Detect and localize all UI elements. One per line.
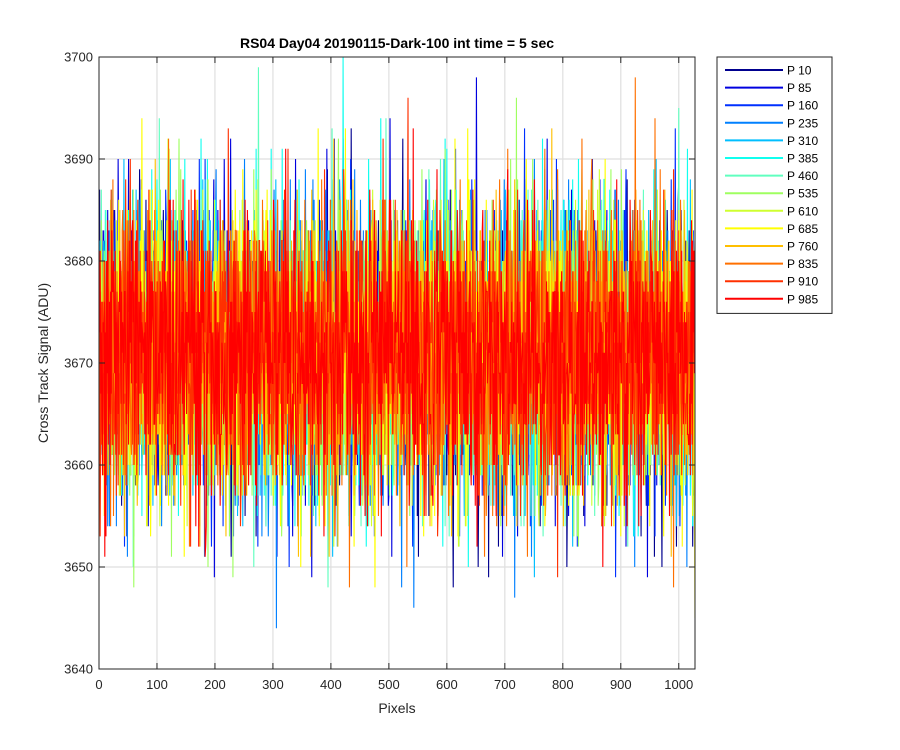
legend-label: P 235	[787, 116, 818, 130]
y-tick-label: 3650	[64, 560, 93, 575]
x-tick-label: 200	[204, 677, 226, 692]
x-tick-label: 0	[95, 677, 102, 692]
x-axis-label: Pixels	[378, 700, 415, 716]
legend-label: P 760	[787, 240, 818, 254]
x-tick-label: 1000	[664, 677, 693, 692]
legend-item: P 10	[725, 64, 812, 78]
legend: P 10 P 85 P 160 P 235 P 310 P 385 P 460 P 535 P …	[716, 56, 833, 314]
x-tick-label: 600	[436, 677, 458, 692]
x-tick-label: 100	[146, 677, 168, 692]
legend-label: P 85	[787, 81, 812, 95]
x-tick-label: 500	[378, 677, 400, 692]
legend-item: P 535	[725, 187, 818, 201]
y-tick-label: 3690	[64, 152, 93, 167]
chart-title: RS04 Day04 20190115-Dark-100 int time = …	[240, 35, 554, 51]
series-lines	[99, 57, 695, 629]
x-tick-label: 700	[494, 677, 516, 692]
x-tick-label: 800	[552, 677, 574, 692]
legend-label: P 835	[787, 257, 818, 271]
legend-item: P 235	[725, 116, 818, 130]
x-tick-label: 300	[262, 677, 284, 692]
x-tick-label: 400	[320, 677, 342, 692]
legend-label: P 460	[787, 169, 818, 183]
y-tick-label: 3680	[64, 254, 93, 269]
x-tick-label: 900	[610, 677, 632, 692]
legend-label: P 535	[787, 187, 818, 201]
y-tick-label: 3700	[64, 50, 93, 65]
legend-label: P 160	[787, 99, 818, 113]
y-tick-label: 3660	[64, 458, 93, 473]
legend-label: P 910	[787, 275, 818, 289]
legend-item: P 160	[725, 99, 818, 113]
legend-item: P 310	[725, 134, 818, 148]
y-tick-label: 3670	[64, 356, 93, 371]
legend-item: P 685	[725, 222, 818, 236]
legend-item: P 610	[725, 204, 818, 218]
plot-area: 0 100 200 300 400 500 600 700 800 900 1000 3640 365…	[64, 50, 696, 692]
legend-label: P 10	[787, 64, 812, 78]
legend-item: P 985	[725, 292, 818, 306]
legend-item: P 760	[725, 240, 818, 254]
legend-label: P 685	[787, 222, 818, 236]
y-tick-label: 3640	[64, 662, 93, 677]
y-axis-label: Cross Track Signal (ADU)	[35, 283, 51, 443]
legend-item: P 835	[725, 257, 818, 271]
legend-item: P 385	[725, 152, 818, 166]
legend-label: P 385	[787, 152, 818, 166]
legend-label: P 610	[787, 204, 818, 218]
series-line-p-985	[99, 128, 695, 568]
legend-item: P 460	[725, 169, 818, 183]
x-axis: 0 100 200 300 400 500 600 700 800 900 1000	[95, 57, 693, 692]
y-axis: 3640 3650 3660 3670 3680 3690 3700	[64, 50, 695, 677]
legend-label: P 985	[787, 292, 818, 306]
legend-box	[716, 56, 833, 314]
legend-item: P 85	[725, 81, 812, 95]
legend-label: P 310	[787, 134, 818, 148]
legend-item: P 910	[725, 275, 818, 289]
